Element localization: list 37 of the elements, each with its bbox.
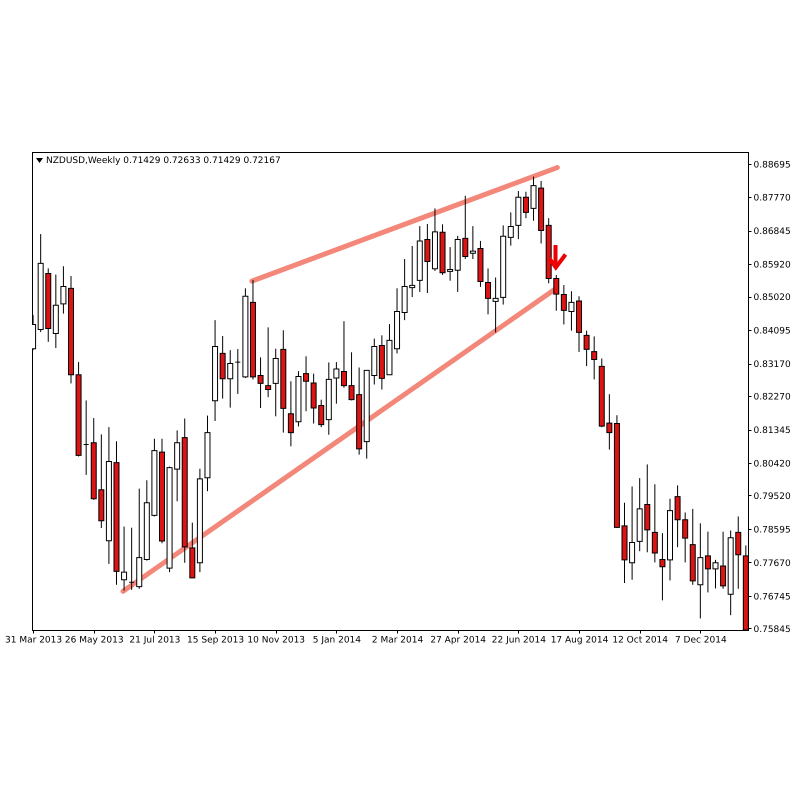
x-tick-label: 5 Jan 2014: [312, 636, 362, 646]
candlestick: [584, 330, 590, 367]
x-tick-label: 7 Dec 2014: [674, 636, 727, 646]
y-tick-label: 0.85020: [754, 293, 791, 304]
candlestick: [508, 212, 514, 246]
x-tick-label: 27 Apr 2014: [430, 636, 486, 646]
candlestick: [265, 326, 272, 398]
x-tick-label: 15 Sep 2013: [187, 636, 244, 646]
y-tick-label: 0.87770: [754, 194, 791, 204]
x-tick-label: 21 Jul 2013: [129, 636, 180, 646]
x-tick-label: 31 Mar 2013: [5, 636, 62, 646]
candlestick: [591, 336, 598, 380]
x-tick-label: 2 Mar 2014: [372, 636, 424, 646]
y-tick-label: 0.85920: [754, 260, 791, 271]
y-tick-label: 0.75845: [754, 624, 791, 635]
x-tick-label: 17 Aug 2014: [550, 636, 609, 646]
y-tick-label: 0.86845: [754, 227, 791, 238]
y-tick-label: 0.88695: [754, 160, 791, 170]
chart-title: NZDUSD,Weekly 0.71429 0.72633 0.71429 0.72167: [46, 156, 281, 166]
y-tick-label: 0.82270: [754, 392, 791, 403]
y-tick-label: 0.84095: [754, 326, 791, 337]
y-tick-label: 0.78595: [754, 525, 791, 536]
x-tick-label: 22 Jun 2014: [492, 636, 546, 646]
y-tick-label: 0.77670: [754, 558, 791, 569]
x-tick-label: 26 May 2013: [64, 636, 124, 646]
candlestick: [652, 484, 658, 563]
candlestick: [735, 516, 742, 590]
y-tick-label: 0.80420: [754, 459, 791, 470]
y-tick-label: 0.83170: [754, 360, 791, 370]
y-tick-label: 0.79520: [754, 492, 791, 502]
candlestick: [128, 527, 135, 590]
y-tick-label: 0.81345: [754, 426, 791, 436]
y-tick-label: 0.76745: [754, 592, 791, 602]
candlestick: [234, 348, 241, 394]
candlestick: [83, 400, 90, 476]
x-tick-label: 10 Nov 2013: [247, 636, 306, 646]
x-tick-label: 12 Oct 2014: [612, 636, 668, 646]
